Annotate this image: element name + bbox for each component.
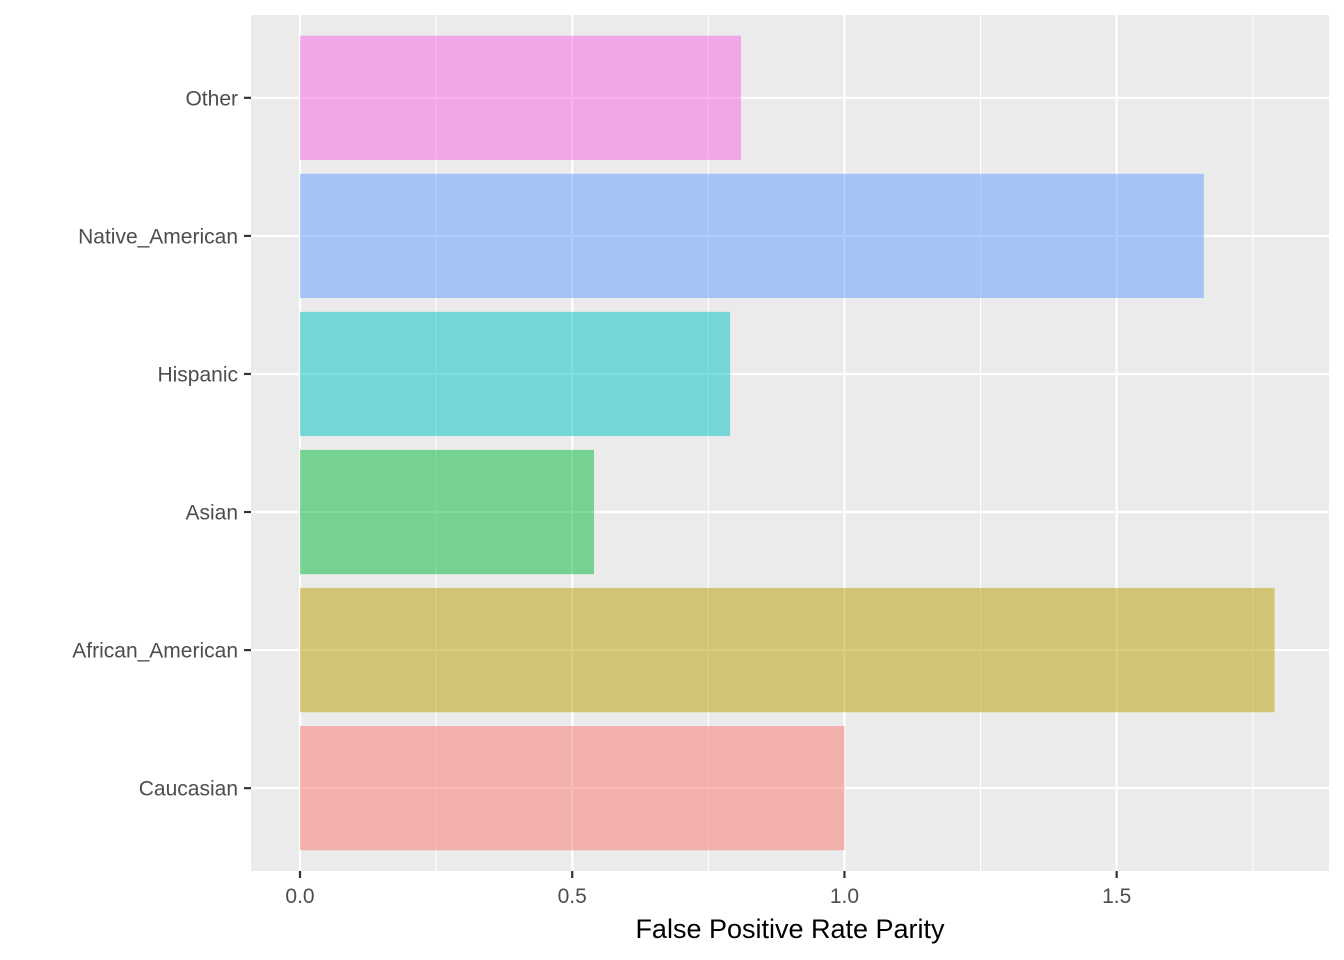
y-tick-label: Asian <box>185 502 238 525</box>
bar-native-american <box>300 173 1204 299</box>
bar-asian <box>300 449 594 575</box>
bar-hispanic <box>300 311 731 437</box>
bar-other <box>300 35 741 160</box>
x-tick-label: 0.0 <box>285 885 314 908</box>
bar-african-american <box>300 587 1275 713</box>
y-tick-label: Native_American <box>78 225 238 248</box>
bar-caucasian <box>300 726 845 851</box>
x-axis: 0.0 0.5 1.0 1.5 <box>285 871 1131 908</box>
x-tick-label: 0.5 <box>558 885 587 908</box>
y-tick-label: African_American <box>72 640 238 663</box>
bars <box>300 35 1275 851</box>
x-axis-title: False Positive Rate Parity <box>635 914 945 944</box>
y-tick-label: Other <box>185 87 238 110</box>
y-axis: Caucasian African_American Asian Hispanic Na… <box>72 87 251 801</box>
y-tick-label: Hispanic <box>157 363 238 386</box>
x-tick-label: 1.0 <box>830 885 859 908</box>
x-tick-label: 1.5 <box>1102 885 1131 908</box>
y-tick-label: Caucasian <box>139 778 238 801</box>
